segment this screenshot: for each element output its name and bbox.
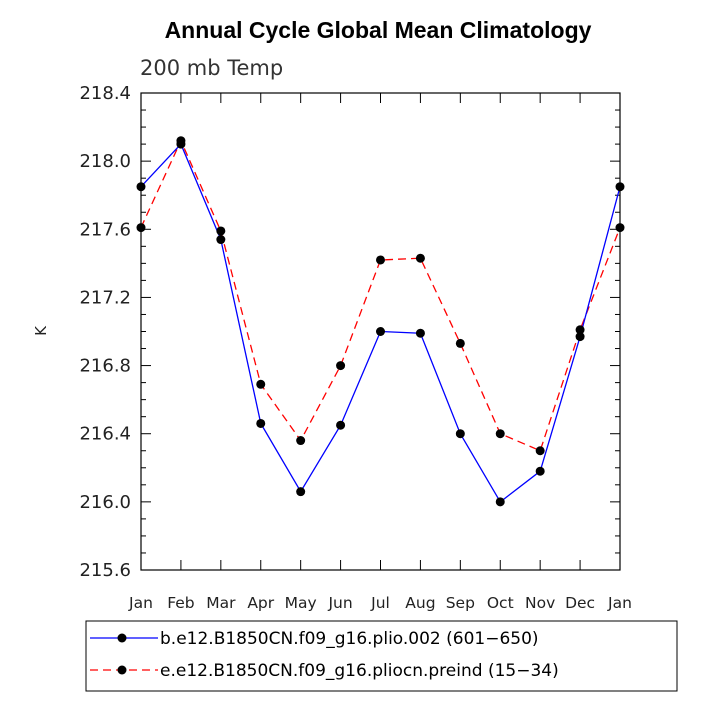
y-tick-label: 215.6 — [79, 560, 131, 581]
data-point — [336, 420, 346, 430]
x-tick-label: Feb — [167, 594, 194, 612]
data-point — [495, 429, 505, 439]
data-point — [575, 332, 585, 342]
data-point — [376, 327, 385, 336]
chart-subtitle: 200 mb Temp — [140, 56, 283, 80]
legend-label: b.e12.B1850CN.f09_g16.plio.002 (601−650) — [160, 629, 539, 649]
x-tick-label: Apr — [247, 594, 274, 612]
x-tick-label: May — [285, 594, 317, 612]
chart-title: Annual Cycle Global Mean Climatology — [165, 17, 592, 43]
data-point — [336, 361, 346, 371]
x-tick-label: Jan — [128, 594, 153, 612]
x-tick-label: Mar — [206, 594, 236, 612]
data-point — [256, 418, 266, 428]
data-point — [136, 182, 146, 192]
data-point — [415, 328, 425, 338]
x-tick-label: Jun — [327, 594, 352, 612]
y-tick-label: 216.4 — [79, 424, 131, 445]
y-tick-label: 218.4 — [79, 83, 131, 104]
series-line — [140, 142, 621, 503]
legend: b.e12.B1850CN.f09_g16.plio.002 (601−650)… — [90, 629, 559, 681]
x-tick-label: Dec — [565, 594, 595, 612]
data-point — [136, 223, 146, 233]
y-tick-label: 217.6 — [79, 219, 131, 240]
data-point — [296, 487, 306, 497]
data-point — [216, 235, 226, 245]
legend-label: e.e12.B1850CN.f09_g16.pliocn.preind (15−… — [160, 661, 559, 681]
data-point — [296, 436, 306, 446]
y-tick-label: 216.8 — [79, 356, 131, 377]
data-point — [455, 338, 465, 348]
x-tick-label: Nov — [525, 594, 555, 612]
data-point — [216, 226, 226, 236]
data-point — [535, 466, 545, 476]
data-point — [535, 446, 545, 456]
x-tick-label: Sep — [446, 594, 475, 612]
x-tick-label: Jul — [370, 594, 390, 612]
data-point — [415, 253, 425, 263]
data-point — [495, 497, 505, 507]
legend-marker — [117, 633, 127, 643]
y-tick-label: 218.0 — [79, 151, 131, 172]
data-point — [615, 223, 625, 233]
x-tick-label: Aug — [405, 594, 435, 612]
axis-ticks: 215.6 216.0 216.4 216.8 217.2 217.6 218.0 218.4… — [79, 83, 631, 612]
data-point — [176, 136, 186, 146]
series-line — [140, 139, 621, 452]
legend-marker — [117, 665, 127, 675]
y-tick-label: 217.2 — [79, 287, 131, 308]
x-tick-label: Oct — [487, 594, 514, 612]
series-layer — [136, 136, 625, 507]
x-tick-label: Jan — [607, 594, 632, 612]
data-point — [376, 255, 385, 265]
data-point — [615, 182, 625, 192]
legend-box — [85, 620, 678, 692]
y-tick-label: 216.0 — [79, 492, 131, 513]
data-point — [575, 325, 585, 335]
y-axis-label: K — [32, 325, 50, 336]
data-point — [256, 379, 266, 389]
data-point — [455, 429, 465, 439]
